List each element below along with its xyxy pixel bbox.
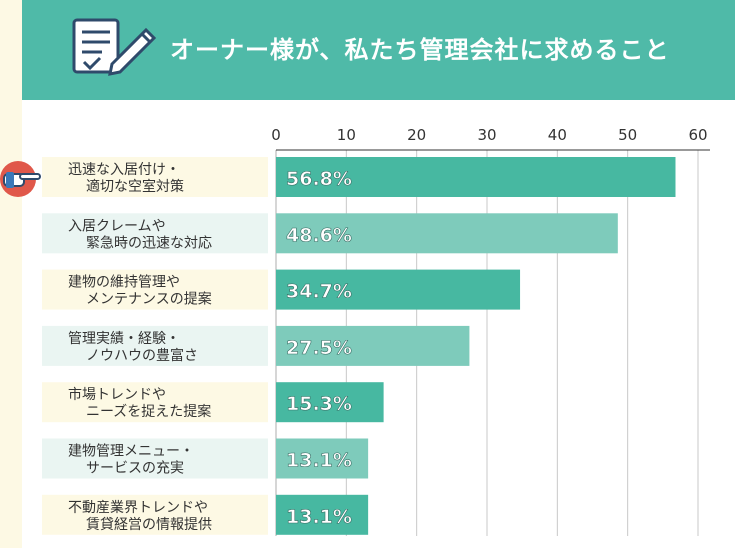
- category-label-bg: [42, 438, 268, 479]
- page-title: オーナー様が、私たち管理会社に求めること: [170, 36, 670, 64]
- x-tick-label: 20: [407, 126, 426, 144]
- category-label-line1: 迅速な入居付け・: [68, 162, 180, 178]
- category-label-bg: [42, 382, 268, 423]
- bar: [276, 213, 618, 254]
- category-label-line1: 不動産業界トレンドや: [68, 500, 208, 516]
- category-label-line1: 市場トレンドや: [68, 386, 166, 403]
- bar: [276, 438, 369, 479]
- bar-value-label: 13.1%: [286, 450, 352, 472]
- bar: [276, 494, 369, 535]
- category-label-line1: 管理実績・経験・: [68, 331, 180, 347]
- x-tick-label: 30: [477, 126, 496, 144]
- x-tick-label: 10: [337, 126, 356, 144]
- checklist-pen-icon: [72, 18, 157, 76]
- bar-value-label: 56.8%: [286, 168, 352, 190]
- category-label-line2: ノウハウの豊富さ: [86, 347, 198, 364]
- category-label-line2: 適切な空室対策: [86, 178, 184, 195]
- x-tick-label: 40: [548, 126, 567, 144]
- bar: [276, 382, 384, 423]
- bar-value-label: 34.7%: [286, 281, 352, 303]
- x-tick-label: 50: [618, 126, 637, 144]
- category-label-bg: [42, 157, 268, 197]
- category-label-line2: 緊急時の迅速な対応: [86, 235, 212, 251]
- bar: [276, 157, 676, 197]
- bar: [276, 325, 470, 366]
- category-label-line1: 建物の維持管理や: [68, 275, 180, 291]
- bar-value-label: 15.3%: [286, 393, 352, 415]
- category-label-bg: [42, 213, 268, 254]
- x-tick-label: 0: [271, 126, 281, 144]
- category-label-line1: 建物管理メニュー・: [68, 444, 194, 460]
- title-banner: オーナー様が、私たち管理会社に求めること: [22, 0, 735, 100]
- category-label-line2: メンテナンスの提案: [86, 291, 212, 308]
- bar-value-label: 13.1%: [286, 506, 352, 528]
- left-margin-strip: [0, 0, 22, 548]
- category-label-line2: サービスの充実: [86, 461, 184, 477]
- category-label-line1: 入居クレームや: [68, 218, 166, 234]
- pointing-hand-icon: [0, 161, 41, 197]
- x-tick-label: 60: [688, 126, 707, 144]
- category-label-line2: ニーズを捉えた提案: [86, 403, 211, 420]
- bar-value-label: 27.5%: [286, 337, 352, 359]
- bar: [276, 269, 521, 310]
- category-label-line2: 賃貸経営の情報提供: [86, 517, 212, 533]
- bar-value-label: 48.6%: [286, 224, 352, 246]
- category-label-bg: [42, 494, 268, 535]
- category-label-bg: [42, 269, 268, 310]
- category-label-bg: [42, 325, 268, 366]
